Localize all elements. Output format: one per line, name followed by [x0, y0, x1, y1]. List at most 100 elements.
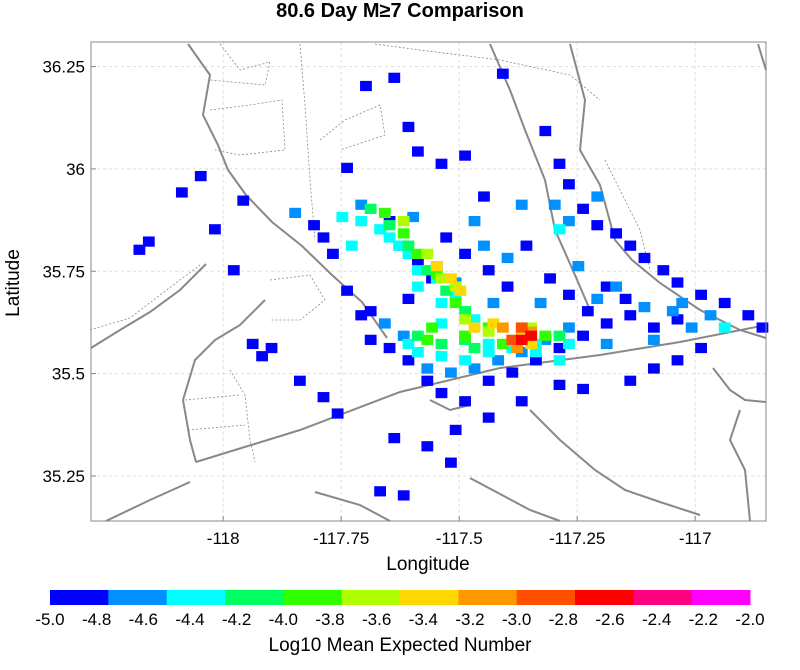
x-tick-label: -118: [207, 529, 240, 548]
heatmap-cell: [521, 241, 533, 251]
heatmap-cell: [436, 388, 448, 398]
colorbar-tick-label: -3.0: [502, 610, 531, 629]
heatmap-cell: [502, 282, 514, 292]
heatmap-cell: [591, 294, 603, 304]
heatmap-cell: [563, 290, 575, 300]
heatmap-cell: [648, 335, 660, 345]
heatmap-cell: [454, 286, 466, 296]
heatmap-cell: [365, 306, 377, 316]
colorbar-tick-label: -2.2: [689, 610, 718, 629]
heatmap-cell: [676, 298, 688, 308]
heatmap-cell: [266, 343, 278, 353]
heatmap-cell: [450, 298, 462, 308]
heatmap-cell: [516, 396, 528, 406]
heatmap-cell: [601, 318, 613, 328]
heatmap-cell: [469, 216, 481, 226]
heatmap-cell: [360, 81, 372, 91]
heatmap-cell: [450, 425, 462, 435]
y-axis-ticks: 35.25 35.5 35.75 36 36.25: [42, 58, 96, 486]
heatmap-cell: [421, 363, 433, 373]
heatmap-cell: [483, 347, 495, 357]
heatmap-cell: [506, 367, 518, 377]
x-tick-label: -117.75: [313, 529, 369, 548]
heatmap-cell: [686, 322, 698, 332]
colorbar-tick-label: -2.8: [549, 610, 578, 629]
heatmap-cell: [719, 298, 731, 308]
heatmap-cell: [516, 200, 528, 210]
heatmap-cell: [445, 367, 457, 377]
heatmap-cell: [355, 216, 367, 226]
heatmap-cell: [620, 294, 632, 304]
heatmap-cell: [228, 265, 240, 275]
heatmap-cell: [554, 355, 566, 365]
colorbar: -5.0 -4.8 -4.6 -4.4 -4.2 -4.0 -3.8 -3.6 -3.4 -3.2…: [35, 590, 764, 629]
heatmap-cell: [318, 232, 330, 242]
chart-title: 80.6 Day M≥7 Comparison: [276, 0, 524, 22]
colorbar-swatch: [400, 590, 459, 605]
heatmap-cell: [582, 306, 594, 316]
heatmap-cell: [426, 322, 438, 332]
heatmap-cell: [554, 331, 566, 341]
heatmap-cell: [421, 441, 433, 451]
colorbar-tick-label: -4.2: [222, 610, 251, 629]
heatmap-cell: [308, 220, 320, 230]
colorbar-tick-label: -2.6: [595, 610, 624, 629]
heatmap-cell: [459, 249, 471, 259]
heatmap-cell: [445, 458, 457, 468]
colorbar-tick-label: -4.6: [129, 610, 158, 629]
heatmap-cell: [483, 413, 495, 423]
heatmap-cell: [336, 212, 348, 222]
colorbar-swatch: [108, 590, 167, 605]
heatmap-cell: [535, 298, 547, 308]
x-tick-label: -117.5: [436, 529, 483, 548]
heatmap-cell: [601, 339, 613, 349]
heatmap-cell: [610, 228, 622, 238]
colorbar-tick-label: -3.4: [409, 610, 438, 629]
colorbar-tick-label: -4.8: [82, 610, 111, 629]
heatmap-cell: [478, 191, 490, 201]
y-tick-label: 36.25: [42, 58, 85, 77]
heatmap-cell: [209, 224, 221, 234]
heatmap-cell: [327, 249, 339, 259]
colorbar-tick-label: -3.8: [315, 610, 344, 629]
y-tick-label: 35.75: [42, 262, 85, 281]
heatmap-cell: [318, 392, 330, 402]
heatmap-cell: [554, 380, 566, 390]
heatmap-cell: [591, 191, 603, 201]
heatmap-cell: [591, 220, 603, 230]
heatmap-cell: [639, 302, 651, 312]
y-tick-label: 35.5: [52, 365, 85, 384]
colorbar-tick-label: -3.2: [455, 610, 484, 629]
x-axis-label: Longitude: [386, 554, 469, 575]
heatmap-cell: [436, 159, 448, 169]
heatmap-cell: [639, 253, 651, 263]
heatmap-cell: [577, 384, 589, 394]
heatmap-cell: [412, 146, 424, 156]
heatmap-cell: [384, 343, 396, 353]
heatmap-cell: [445, 273, 457, 283]
heatmap-cell: [610, 282, 622, 292]
heatmap-cell: [341, 286, 353, 296]
colorbar-swatch: [692, 590, 751, 605]
y-tick-label: 36: [66, 160, 85, 179]
x-tick-label: -117: [679, 529, 712, 548]
heatmap-cell: [247, 339, 259, 349]
heatmap-cell: [488, 298, 500, 308]
heatmap-cell: [525, 331, 537, 341]
heatmap-cell: [648, 363, 660, 373]
heatmap-cell: [577, 204, 589, 214]
heatmap-cell: [403, 294, 415, 304]
heatmap-cell: [705, 310, 717, 320]
heatmap-cell: [403, 122, 415, 132]
heatmap-cell: [497, 69, 509, 79]
heatmap-cell: [365, 335, 377, 345]
heatmap-cell: [398, 490, 410, 500]
colorbar-tick-label: -2.4: [642, 610, 671, 629]
heatmap-cell: [549, 200, 561, 210]
heatmap-cell: [459, 150, 471, 160]
colorbar-swatch: [167, 590, 226, 605]
heatmap-cell: [289, 208, 301, 218]
heatmap-cell: [577, 331, 589, 341]
heatmap-cell: [294, 376, 306, 386]
heatmap-cell: [379, 208, 391, 218]
